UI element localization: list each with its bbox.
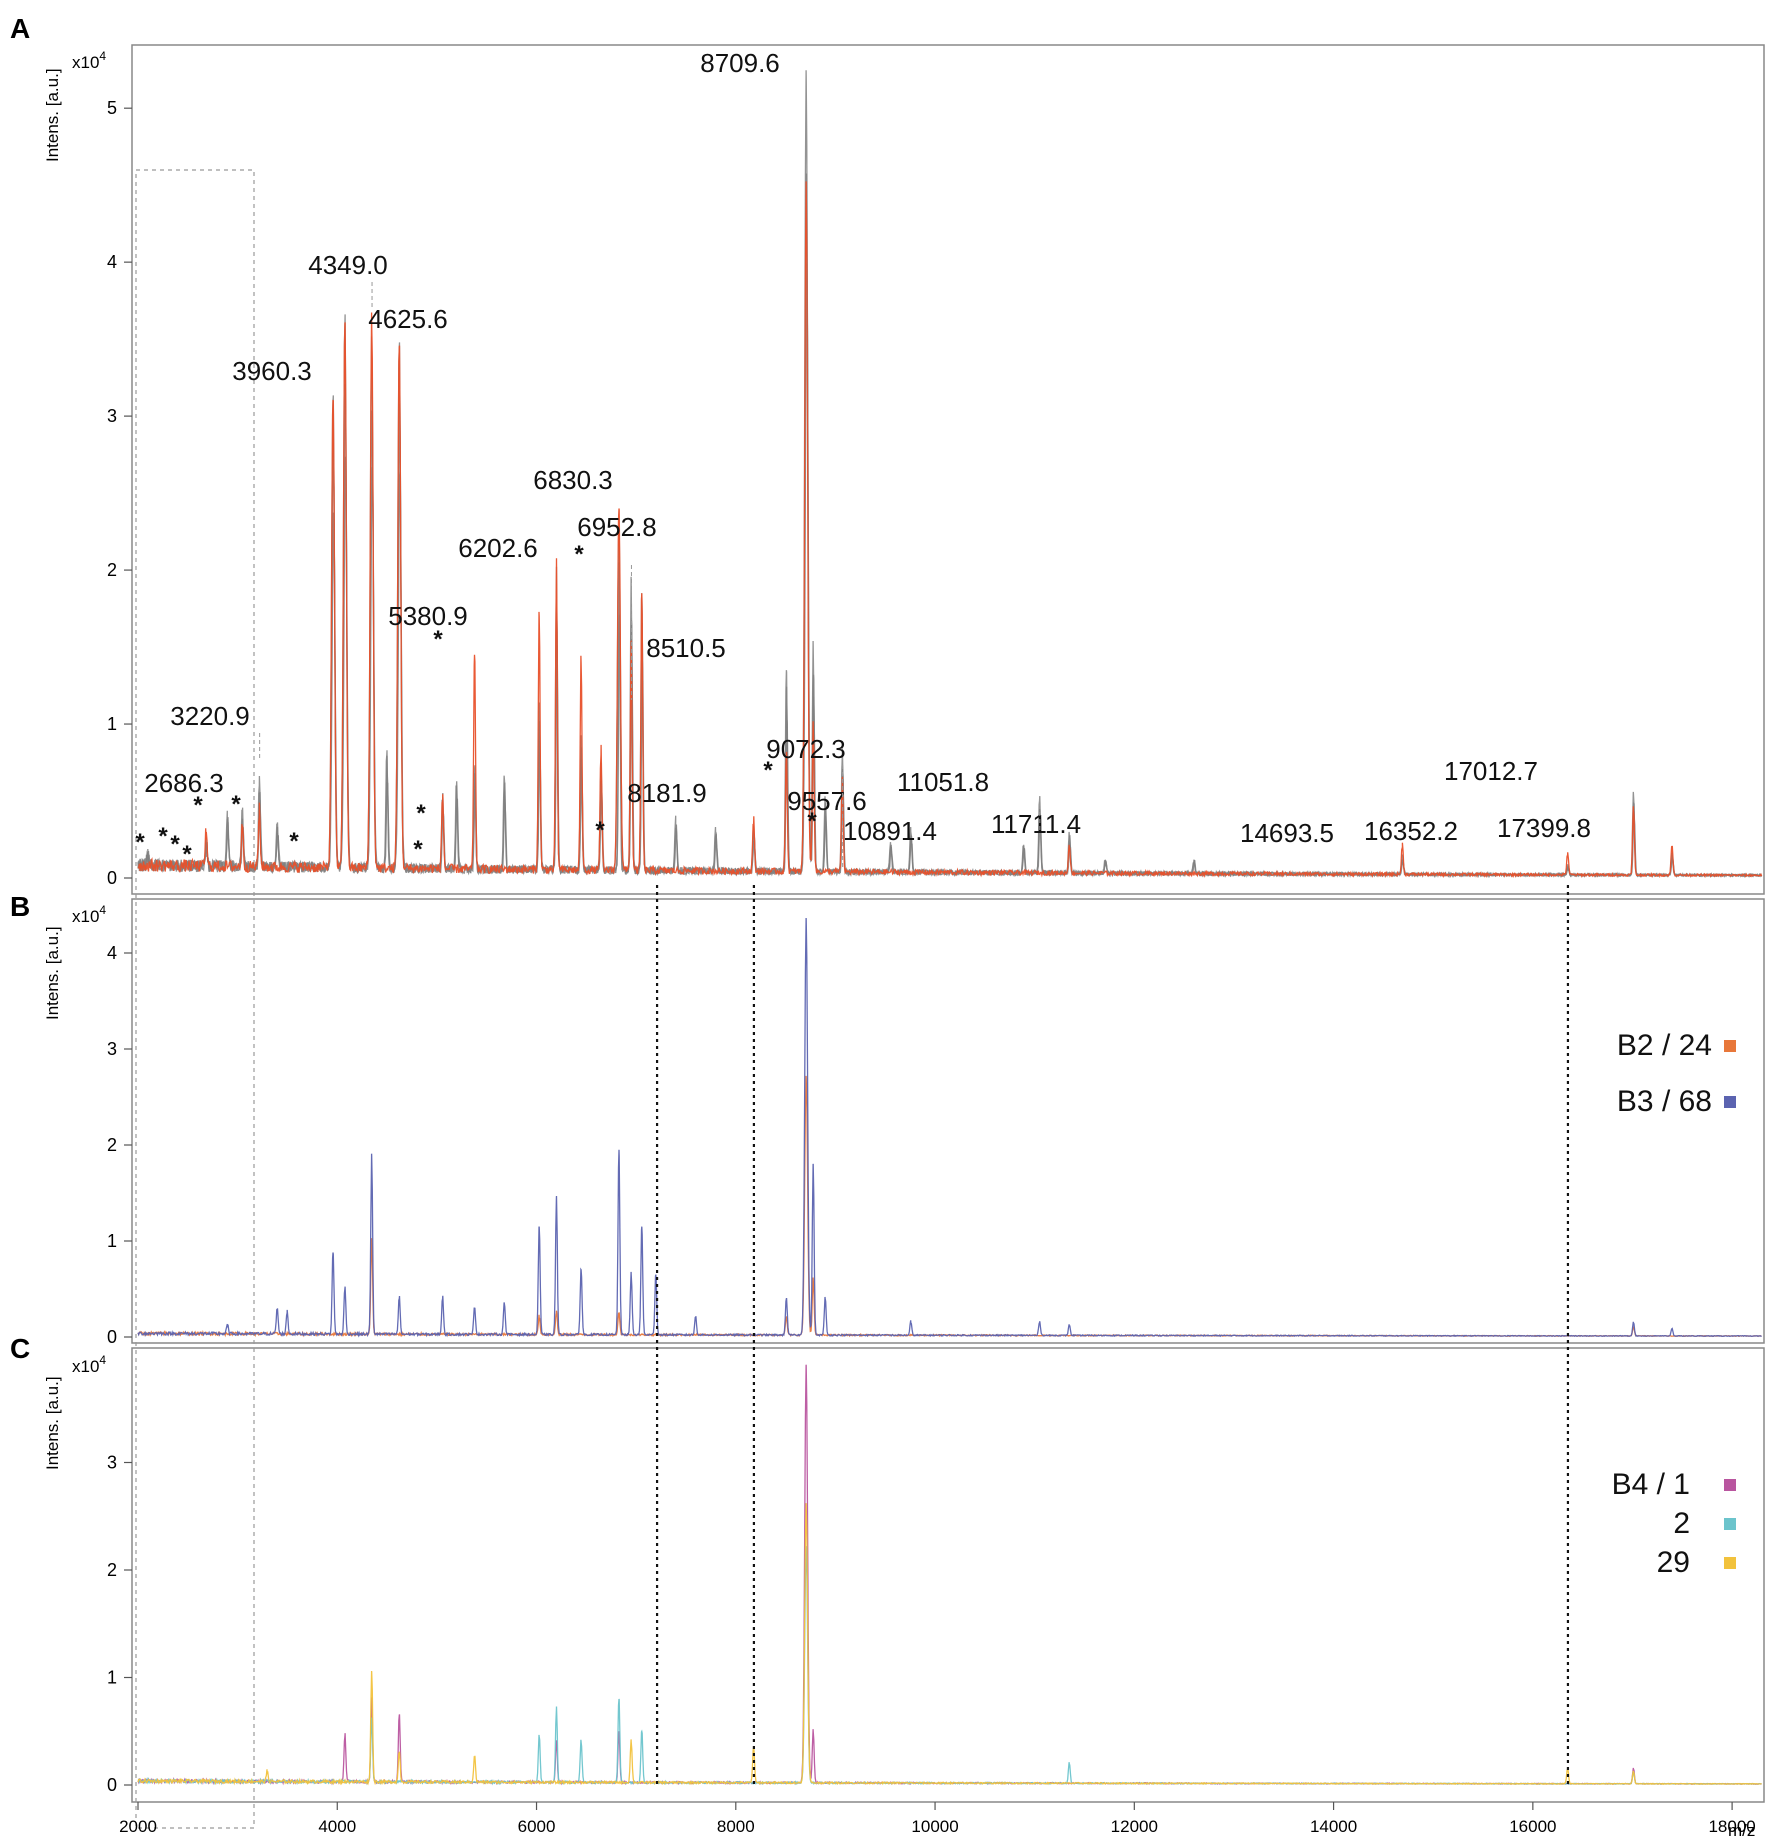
spectrum-trace [137,1503,1762,1786]
x-tick-label: 18000 [1708,1817,1755,1836]
peak-label: 8709.6 [700,48,780,78]
y-tick-label: 5 [107,98,117,118]
spectrum-trace [137,1075,1762,1338]
spectrum-trace [137,1364,1762,1786]
peak-label: 8181.9 [627,778,707,808]
legend-swatch [1724,1040,1736,1052]
y-tick-label: 4 [107,943,117,963]
peak-label: 3960.3 [232,356,312,386]
asterisk-mark: * [763,757,773,784]
asterisk-mark: * [289,828,299,855]
y-tick-label: 3 [107,1039,117,1059]
legend-swatch [1724,1096,1736,1108]
traces-layer [137,70,1763,1786]
asterisk-mark: * [807,808,817,835]
panel-b-unit-exp: 4 [99,903,106,917]
peak-label: 3220.9 [170,701,250,731]
legend-label: B3 / 68 [1617,1085,1712,1118]
legend-swatch [1724,1479,1736,1491]
legend-layer: B2 / 24 B3 / 68 B4 / 1 2 29 [1612,1029,1736,1579]
peak-label: 6830.3 [533,465,613,495]
panel-a-ylabel: Intens. [a.u.] [43,68,62,162]
y-tick-label: 0 [107,1775,117,1795]
y-tick-label: 2 [107,1560,117,1580]
y-tick-label: 4 [107,252,117,272]
asterisk-mark: * [574,541,584,568]
x-tick-label: 16000 [1509,1817,1556,1836]
spectrum-trace [137,1546,1762,1786]
y-tick-label: 1 [107,714,117,734]
panel-a-unit: x104 [72,49,106,72]
asterisk-mark: * [231,791,241,818]
panel-b-ylabel: Intens. [a.u.] [43,926,62,1020]
y-tick-label: 1 [107,1231,117,1251]
y-tick-label: 2 [107,560,117,580]
peak-label: 5380.9 [388,601,468,631]
peak-label: 17399.8 [1497,813,1591,843]
panel-c-unit: x104 [72,1353,106,1376]
panel-c-unit-exp: 4 [99,1353,106,1367]
legend-label: B4 / 1 [1612,1468,1690,1501]
peak-label: 16352.2 [1364,816,1458,846]
y-tick-label: 3 [107,1453,117,1473]
x-tick-label: 6000 [518,1817,556,1836]
peak-label: 8510.5 [646,633,726,663]
spectrum-trace [137,181,1763,879]
asterisk-mark: * [158,823,168,850]
panel-b-letter: B [10,891,30,922]
panel-c-frame [131,1347,1765,1803]
x-tick-label: 2000 [119,1817,157,1836]
peak-label: 2686.3 [144,768,224,798]
asterisk-mark: * [416,800,426,827]
peak-label: 6952.8 [577,512,657,542]
asterisk-mark: * [135,829,145,856]
y-tick-label: 0 [107,1327,117,1347]
legend-swatch [1724,1557,1736,1569]
x-axis-label: m/z [1728,1821,1755,1840]
y-tick-label: 0 [107,868,117,888]
x-tick-label: 10000 [911,1817,958,1836]
peak-label: 4625.6 [368,304,448,334]
legend-label: 29 [1657,1546,1690,1579]
x-tick-label: 8000 [717,1817,755,1836]
asterisk-mark: * [433,626,443,653]
spectrum-trace [137,917,1762,1338]
panel-a-frame [131,44,1765,895]
peak-label: 11711.4 [991,809,1081,839]
peak-label: 4349.0 [308,250,388,280]
panel-c-letter: C [10,1333,30,1364]
asterisk-mark: * [413,836,423,863]
panel-a-unit-exp: 4 [99,49,106,63]
panel-c-ylabel: Intens. [a.u.] [43,1376,62,1470]
y-tick-label: 3 [107,406,117,426]
roi-dashed-box [135,169,255,1829]
legend-label: 2 [1673,1507,1690,1540]
asterisk-mark: * [170,831,180,858]
markers-layer [655,885,1570,1785]
asterisk-mark: * [182,841,192,868]
legend-label: B2 / 24 [1617,1029,1712,1062]
peak-label: 6202.6 [458,533,538,563]
peak-label: 10891.4 [843,816,937,846]
labels-layer: 8709.6 4349.0 4625.6 3960.3 6830.3 6952.8 6202… [135,48,1591,870]
asterisk-mark: * [193,792,203,819]
peak-label: 14693.5 [1240,818,1334,848]
x-tick-label: 12000 [1111,1817,1158,1836]
panel-a-letter: A [10,13,30,44]
panel-b-unit: x104 [72,903,106,926]
legend-swatch [1724,1518,1736,1530]
y-tick-label: 1 [107,1668,117,1688]
y-tick-label: 2 [107,1135,117,1155]
axes-layer: 0 1 2 3 4 5 0 1 2 3 4 0 1 2 3 2000 4000 6000 8000 10000 1200… [107,98,1756,1836]
asterisk-mark: * [595,817,605,844]
peak-label: 9072.3 [766,734,846,764]
x-tick-label: 4000 [318,1817,356,1836]
peak-label: 9557.6 [787,786,867,816]
peak-label: 17012.7 [1444,756,1538,786]
panel-b-frame [131,898,1765,1344]
x-tick-label: 14000 [1310,1817,1357,1836]
peak-label: 11051.8 [897,767,989,797]
